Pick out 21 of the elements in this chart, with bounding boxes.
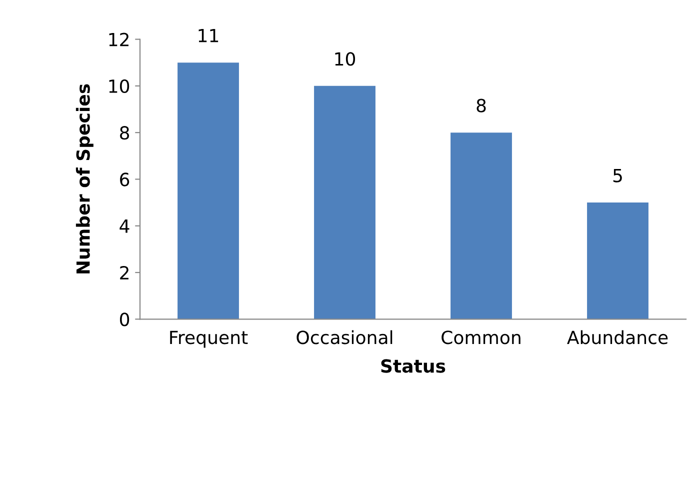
y-tick-label: 6 — [120, 172, 130, 186]
data-label: 11 — [198, 29, 218, 42]
y-tick-label: 10 — [109, 79, 130, 94]
bar — [314, 86, 376, 320]
bar — [450, 132, 512, 320]
y-tick-label: 4 — [120, 220, 130, 233]
x-tick-label: Occasional — [296, 330, 392, 344]
x-axis-title: Status — [381, 359, 446, 373]
bar — [587, 202, 648, 320]
y-tick-label: 12 — [109, 32, 128, 46]
x-tick-label: Common — [442, 330, 520, 344]
y-tick-label: 8 — [120, 126, 130, 140]
x-tick-label: Abundance — [567, 330, 668, 344]
x-tick-label: Frequent — [170, 330, 248, 348]
data-label: 10 — [335, 52, 356, 66]
data-label: 5 — [613, 168, 622, 182]
y-tick-label: 2 — [120, 266, 128, 280]
data-label: 8 — [476, 98, 486, 112]
y-axis-title: Number of Species — [76, 84, 94, 274]
bar — [178, 62, 239, 320]
y-tick-label: 0 — [120, 312, 130, 326]
